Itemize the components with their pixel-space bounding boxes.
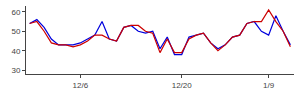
svg-text:40: 40 bbox=[11, 46, 20, 55]
svg-text:12/6: 12/6 bbox=[73, 81, 89, 90]
svg-text:60: 60 bbox=[11, 8, 20, 17]
svg-text:50: 50 bbox=[11, 27, 20, 36]
svg-text:12/20: 12/20 bbox=[172, 81, 193, 90]
svg-text:30: 30 bbox=[11, 66, 20, 75]
svg-text:1/9: 1/9 bbox=[263, 81, 275, 90]
